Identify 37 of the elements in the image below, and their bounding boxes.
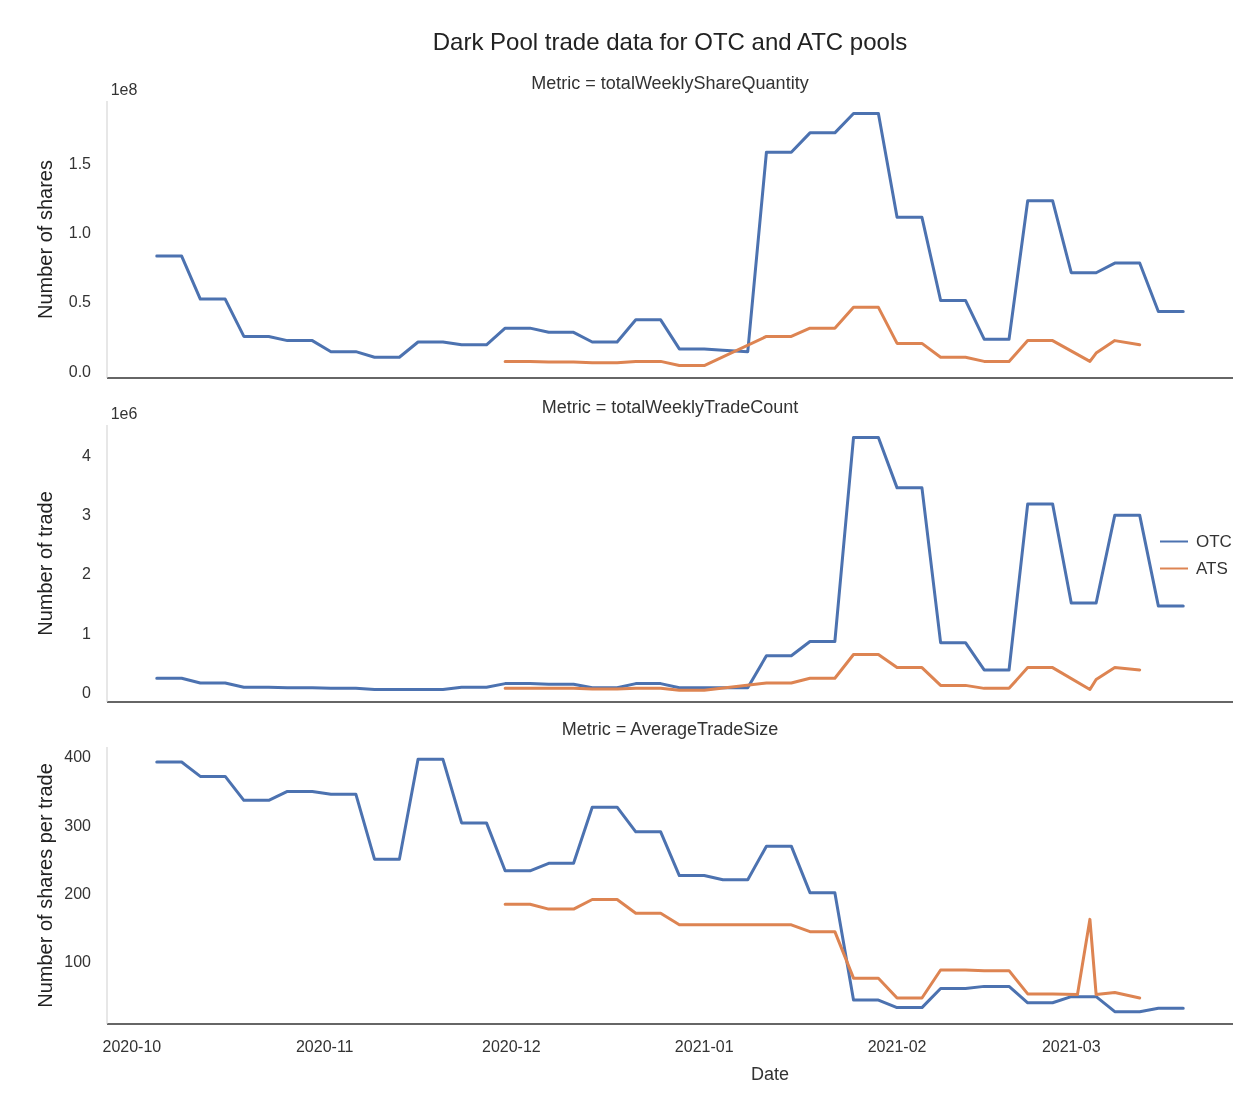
chart-subtitle: Metric = totalWeeklyTradeCount xyxy=(541,397,799,417)
y-axis-title: Number of trade xyxy=(34,491,56,636)
legend-label: ATS xyxy=(1196,559,1228,579)
line-series xyxy=(155,111,1185,359)
x-tick-label: 2021-02 xyxy=(867,1038,927,1055)
y-axis-title: Number of shares per trade xyxy=(34,763,56,1008)
y-tick-label: 4 xyxy=(82,446,92,464)
y-tick-label: 400 xyxy=(64,748,92,766)
line-series xyxy=(155,435,1185,692)
line-series xyxy=(503,653,1142,692)
y-tick-label: 1.5 xyxy=(68,154,92,172)
y-axis-title: Number of shares xyxy=(34,160,56,319)
text: 1e8 xyxy=(110,81,138,98)
line-series xyxy=(503,305,1142,368)
x-tick-label: 2020-12 xyxy=(482,1038,541,1055)
y-tick-label: 100 xyxy=(64,953,92,971)
y-tick-label: 3 xyxy=(82,506,92,524)
line-series xyxy=(155,757,1185,1014)
x-tick-label: 2020-11 xyxy=(295,1038,354,1055)
y-tick-label: 0 xyxy=(82,684,92,702)
y-tick-label: 300 xyxy=(64,816,92,834)
text: 1e6 xyxy=(110,405,138,422)
chart-subtitle: Metric = totalWeeklyShareQuantity xyxy=(531,73,809,93)
x-tick-label: 2021-01 xyxy=(674,1038,734,1055)
y-tick-label: 1.0 xyxy=(68,224,92,242)
line-series xyxy=(503,898,1142,1000)
y-tick-label: 0.0 xyxy=(68,362,92,380)
y-tick-label: 2 xyxy=(82,565,92,583)
x-tick-label: 2021-03 xyxy=(1041,1038,1101,1055)
y-tick-label: 0.5 xyxy=(68,293,92,311)
chart-title: Dark Pool trade data for OTC and ATC pools xyxy=(432,28,908,55)
x-axis-title: Date xyxy=(750,1064,790,1084)
y-tick-label: 1 xyxy=(82,624,92,642)
legend-label: OTC xyxy=(1196,532,1232,552)
chart-subtitle: Metric = AverageTradeSize xyxy=(561,719,779,739)
y-tick-label: 200 xyxy=(64,884,92,902)
x-tick-label: 2020-10 xyxy=(102,1038,162,1055)
